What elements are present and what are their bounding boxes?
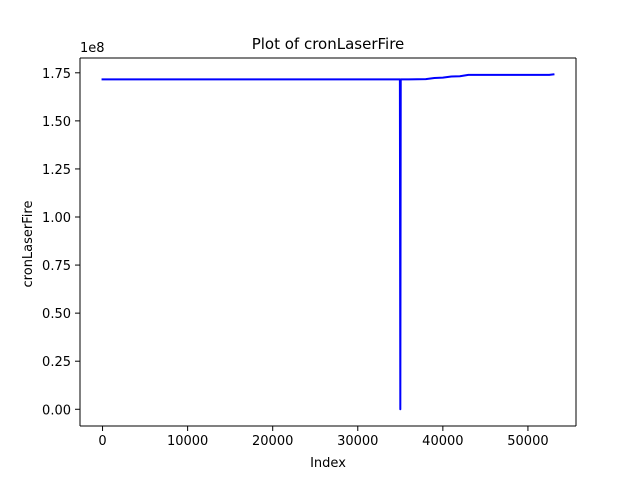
y-axis-label: cronLaserFire (21, 201, 36, 288)
y-tick-label: 1.75 (42, 67, 71, 82)
y-offset-label: 1e8 (80, 41, 105, 56)
x-tick-label: 20000 (252, 434, 293, 449)
y-tick-label: 1.25 (42, 163, 71, 178)
x-tick-label: 50000 (507, 434, 548, 449)
x-tick-label: 10000 (167, 434, 208, 449)
chart-title: Plot of cronLaserFire (252, 35, 405, 53)
plot-area: 0 10000 20000 30000 40000 50000 0.00 0.25 0.50 0.… (42, 57, 577, 449)
series-line-0 (101, 73, 555, 411)
y-tick-label: 0.75 (42, 259, 71, 274)
x-tick-label: 40000 (422, 434, 463, 449)
x-tick-label: 0 (98, 434, 106, 449)
y-tick-label: 0.00 (42, 403, 71, 418)
x-axis-label: Index (310, 456, 346, 471)
y-tick-label: 1.00 (42, 211, 71, 226)
y-tick-label: 0.25 (42, 355, 71, 370)
y-tick-label: 1.50 (42, 115, 71, 130)
x-tick-label: 30000 (337, 434, 378, 449)
y-tick-label: 0.50 (42, 307, 71, 322)
